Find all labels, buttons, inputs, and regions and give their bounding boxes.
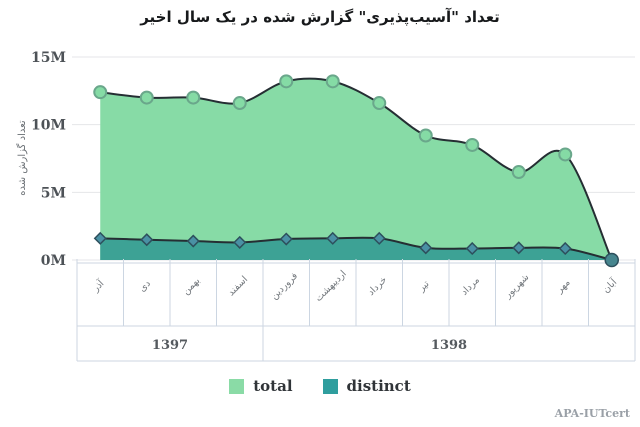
x-axis-month-label: مهر [554,277,573,296]
distinct-data-point[interactable] [326,231,340,245]
distinct-data-point[interactable] [140,233,154,247]
x-axis-year-label: 1398 [431,338,467,353]
distinct-data-point[interactable] [512,241,526,255]
y-axis-title: تعداد گزارش شده [16,120,28,196]
distinct-data-point[interactable] [372,231,386,245]
x-axis-month-label: تیر [416,278,432,294]
chart-title: تعداد "آسیب‌پذیری" گزارش شده در یک سال ا… [140,8,500,26]
x-axis-month-label: آبان [599,275,619,295]
y-axis-tick-label: 5M [41,185,66,201]
total-data-point[interactable] [418,128,433,143]
final-data-point[interactable] [604,252,619,268]
total-data-point[interactable] [93,85,108,100]
total-area [100,78,612,260]
x-axis-month-label: فروردین [269,271,300,302]
legend-label-distinct: distinct [346,377,411,395]
distinct-data-point[interactable] [279,232,293,246]
total-data-point[interactable] [372,96,387,111]
distinct-data-point[interactable] [558,241,572,256]
total-data-point[interactable] [325,74,340,89]
x-axis-month-label: اسفند [226,274,250,298]
legend-label-total: total [253,377,293,395]
total-data-point[interactable] [558,147,573,162]
x-axis-month-label: آذر [88,277,106,295]
distinct-data-point[interactable] [233,235,247,249]
distinct-data-point[interactable] [93,231,107,245]
distinct-data-point[interactable] [465,241,479,256]
distinct-swatch-icon [322,378,338,394]
watermark: APA-IUTcert [554,407,630,420]
x-axis-month-label: اردیبهشت [313,268,348,303]
total-data-point[interactable] [465,137,480,152]
x-axis-year-label: 1397 [152,338,188,353]
x-axis-month-label: مرداد [459,275,482,298]
legend-item-total[interactable]: total [229,377,293,395]
total-data-point[interactable] [232,96,247,111]
x-axis-month-label: دی [137,278,153,294]
total-data-point[interactable] [511,165,526,180]
y-axis-tick-label: 0M [41,253,66,269]
y-axis-tick-label: 15M [31,50,66,66]
y-axis-tick-label: 10M [31,118,66,134]
total-swatch-icon [229,378,245,394]
x-axis-month-label: شهریور [502,272,532,302]
distinct-data-point[interactable] [186,234,200,248]
total-data-point[interactable] [186,90,201,105]
area-chart: 0M 5M 10M 15M تعداد گزارش شده آذر دی بهمن اسفند ف… [16,50,636,362]
legend: total distinct [0,377,640,395]
total-data-point[interactable] [279,74,294,89]
legend-item-distinct[interactable]: distinct [322,377,411,395]
distinct-data-point[interactable] [419,241,433,255]
total-data-point[interactable] [139,90,154,105]
x-axis-month-label: خرداد [366,274,390,298]
x-axis-month-label: بهمن [181,275,203,297]
